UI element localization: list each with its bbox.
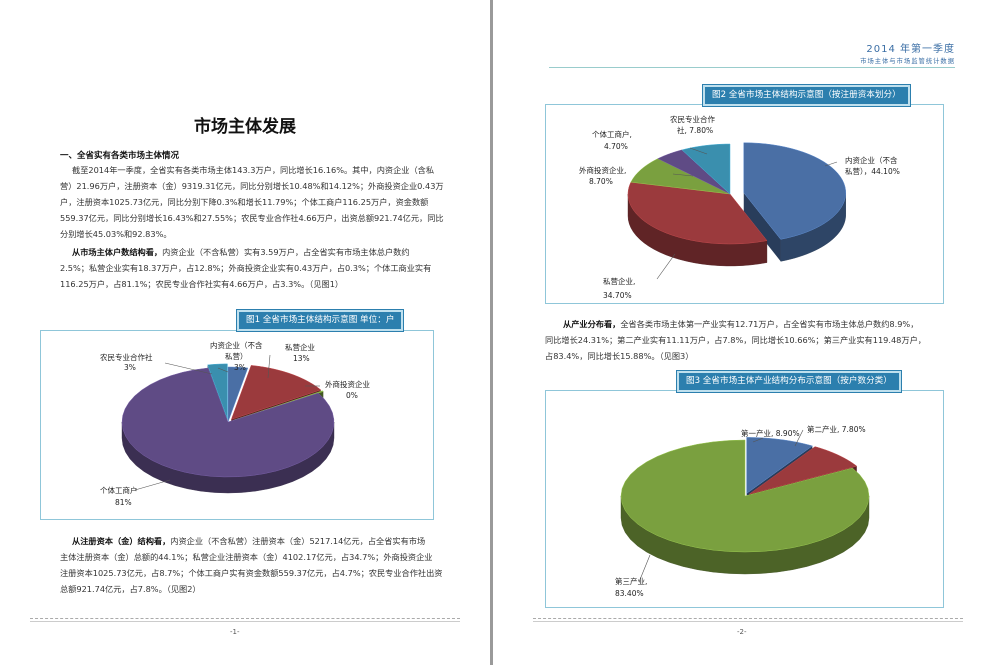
header-rule — [549, 67, 955, 68]
footer-rule — [30, 618, 460, 619]
figure3-chart: 第一产业, 8.90% 第二产业, 7.80% 第三产业, 83.40% — [615, 424, 870, 598]
header-subtitle: 市场主体与市场监管统计数据 — [860, 58, 955, 65]
left-page: 市场主体发展 一、全省实有各类市场主体情况 截至2014年一季度，全省实有各类市… — [0, 0, 490, 665]
page-number: -1- — [230, 628, 240, 636]
fig2-slice-1 — [627, 181, 768, 245]
fig2-leader-3 — [672, 173, 694, 177]
fig3-leader-2 — [638, 554, 651, 583]
fig2-label-9: 社, 7.80% — [677, 125, 713, 135]
fig2-label-6: 个体工商户, — [592, 129, 632, 139]
fig1-label-0: 内资企业（不含 — [210, 340, 263, 350]
fig1-label-9: 个体工商户 — [100, 485, 138, 495]
fig1-slice-4 — [207, 363, 228, 419]
fig1-label-3: 私营企业 — [285, 342, 315, 352]
para2-lead: 从市场主体户数结构看， — [72, 247, 163, 257]
fig2-slice-2 — [630, 158, 731, 195]
fig2-leader-0 — [824, 161, 838, 167]
figure1-caption: 图1 全省市场主体结构示意图 单位：户 — [237, 310, 404, 331]
fig1-label-4: 13% — [293, 354, 310, 363]
figure1-chart: 内资企业（不含私营）3%私营企业13%外商投资企业0%农民专业合作社3%个体工商… — [100, 340, 370, 507]
para4-line3: 占83.4%，同比增长15.88%。（见图3） — [545, 351, 694, 361]
para2-line2: 2.5%；私营企业实有18.37万户，占12.8%；外商投资企业实有0.43万户… — [60, 263, 432, 273]
fig1-label-1: 私营） — [225, 351, 248, 361]
fig2-slice-cut-0-1 — [743, 192, 781, 262]
fig2-leader-1 — [656, 253, 676, 280]
fig1-slice-3 — [121, 367, 335, 478]
fig2-label-3: 34.70% — [603, 291, 632, 300]
para1-line2: 营）21.96万户，注册资本（金）9319.31亿元，同比分别增长10.48%和… — [60, 181, 444, 191]
fig1-leader-1 — [267, 354, 271, 379]
footer-rule-2 — [30, 621, 460, 622]
fig3-label-3: 83.40% — [615, 589, 644, 598]
fig3-label-2: 第三产业, — [615, 576, 647, 586]
fig2-label-7: 4.70% — [604, 142, 628, 151]
fig3-slice-2 — [620, 439, 870, 553]
para4-lead: 从产业分布看， — [563, 319, 621, 329]
para2-text: 内资企业（不含私营）实有3.59万户，占全省实有市场主体总户数约 — [162, 247, 410, 257]
para4-line1: 从产业分布看，全省各类市场主体第一产业实有12.71万户，占全省实有市场主体总户… — [563, 317, 918, 333]
fig3-label-1: 第二产业, 7.80% — [807, 424, 866, 434]
right-page: 2014 年第一季度 市场主体与市场监管统计数据 图2 全省市场主体结构示意图（… — [493, 0, 985, 665]
fig1-label-5: 外商投资企业 — [325, 379, 370, 389]
para3-line4: 总额921.74亿元，占7.8%。（见图2） — [60, 584, 201, 594]
fig2-label-5: 8.70% — [589, 177, 613, 186]
fig1-label-10: 81% — [115, 498, 132, 507]
para1-line1: 截至2014年一季度，全省实有各类市场主体143.3万户，同比增长16.16%。… — [72, 165, 435, 175]
para1-line4: 559.37亿元，同比分别增长16.43%和27.55%；农民专业合作社4.66… — [60, 213, 444, 223]
fig1-slice-1 — [230, 365, 322, 420]
fig2-label-8: 农民专业合作 — [670, 114, 715, 124]
para3-lead: 从注册资本（金）结构看， — [72, 536, 171, 546]
fig1-leader-0 — [217, 367, 229, 373]
fig1-leader-3 — [164, 362, 213, 375]
fig3-leader-1 — [794, 429, 804, 447]
para3-line2: 主体注册资本（金）总额的44.1%；私营企业注册资本（金）4102.17亿元，占… — [60, 552, 433, 562]
fig3-slice-0 — [746, 437, 813, 494]
footer-rule — [533, 618, 963, 619]
page-title: 市场主体发展 — [194, 117, 296, 137]
figure2-frame — [545, 104, 944, 304]
fig3-label-0: 第一产业, 8.90% — [741, 428, 800, 438]
fig2-slice-4 — [681, 143, 731, 195]
figure3-caption: 图3 全省市场主体产业结构分布示意图（按户数分类） — [677, 371, 901, 392]
para2-line3: 116.25万户，占81.1%；农民专业合作社实有4.66万户，占3.3%。（见… — [60, 279, 344, 289]
para2-line1: 从市场主体户数结构看，内资企业（不含私营）实有3.59万户，占全省实有市场主体总… — [72, 245, 410, 261]
fig1-label-6: 0% — [346, 391, 358, 400]
para4-line2: 同比增长24.31%；第二产业实有11.11万户，占7.8%，同比增长10.66… — [545, 335, 926, 345]
fig2-slice-0 — [743, 142, 846, 240]
para1-line5: 分别增长45.03%和92.83%。 — [60, 229, 172, 239]
para3-text: 内资企业（不含私营）注册资本（金）5217.14亿元，占全省实有市场 — [170, 536, 426, 546]
fig1-label-2: 3% — [234, 363, 246, 372]
footer-rule-2 — [533, 621, 963, 622]
fig2-label-1: 私营），44.10% — [845, 166, 900, 176]
fig2-slice-3 — [657, 149, 731, 195]
fig2-label-0: 内资企业（不含 — [845, 155, 898, 165]
fig2-leader-2 — [689, 147, 708, 155]
para3-line3: 注册资本1025.73亿元，占8.7%；个体工商户实有资金数额559.37亿元，… — [60, 568, 443, 578]
header-year: 2014 年第一季度 — [866, 44, 955, 55]
section-heading: 一、全省实有各类市场主体情况 — [60, 151, 180, 161]
para4-text: 全省各类市场主体第一产业实有12.71万户，占全省实有市场主体总户数约8.9%， — [620, 319, 919, 329]
para3-line1: 从注册资本（金）结构看，内资企业（不含私营）注册资本（金）5217.14亿元，占… — [72, 534, 425, 550]
fig2-label-4: 外商投资企业, — [579, 165, 626, 175]
fig3-slice-1 — [749, 446, 858, 495]
figure2-caption: 图2 全省市场主体结构示意图（按注册资本划分） — [703, 85, 910, 106]
fig1-slice-0 — [227, 366, 249, 423]
fig2-label-2: 私营企业, — [603, 276, 635, 286]
figure2-chart: 内资企业（不含私营），44.10% 私营企业, 34.70% 外商投资企业, 8.70%… — [579, 114, 900, 300]
fig1-label-7: 农民专业合作社 — [100, 352, 153, 362]
fig1-label-8: 3% — [124, 363, 136, 372]
page-number: -2- — [737, 628, 747, 636]
fig3-leader-0 — [752, 437, 764, 443]
fig1-leader-4 — [134, 479, 171, 491]
para1-line3: 户，注册资本1025.73亿元，同比分别下降0.3%和增长11.79%；个体工商… — [60, 197, 429, 207]
